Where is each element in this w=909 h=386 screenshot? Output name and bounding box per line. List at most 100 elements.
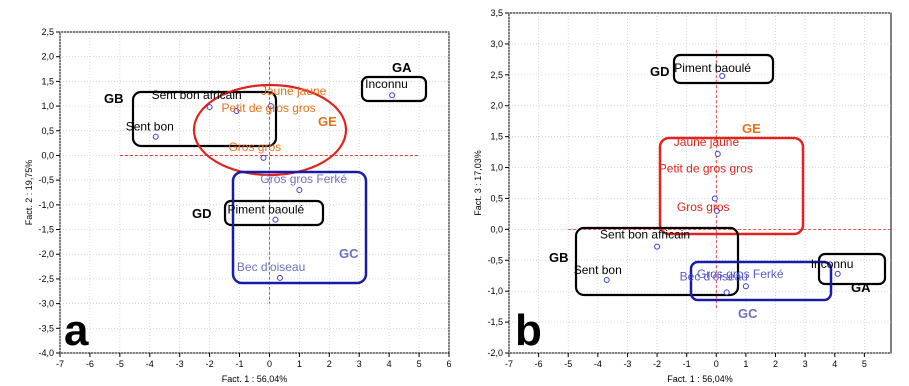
x-axis-label: Fact. 1 : 56,04% bbox=[222, 374, 288, 384]
panel-letter: a bbox=[64, 306, 89, 355]
data-point bbox=[233, 108, 240, 115]
point-label: Gros gros Ferké bbox=[697, 267, 784, 281]
y-tick-label: -1,5 bbox=[487, 317, 503, 327]
panel-letter: b bbox=[515, 306, 542, 355]
y-tick-label: 3,5 bbox=[490, 8, 503, 18]
group-label-ge: GE bbox=[318, 114, 337, 129]
y-tick-label: 2,0 bbox=[41, 52, 54, 62]
y-tick-label: 3,0 bbox=[490, 39, 503, 49]
y-tick-label: -2,0 bbox=[38, 249, 54, 259]
grid bbox=[508, 12, 891, 354]
x-tick-label: -4 bbox=[594, 359, 602, 369]
data-point bbox=[723, 289, 730, 296]
data-point bbox=[714, 150, 721, 157]
y-tick-label: 1,0 bbox=[41, 101, 54, 111]
group-outline-ga bbox=[360, 75, 428, 103]
point-label: Sent bon africain bbox=[152, 88, 242, 102]
x-tick-label: -6 bbox=[86, 359, 94, 369]
y-tick-label: 2,0 bbox=[490, 101, 503, 111]
y-tick-label: -3,0 bbox=[38, 299, 54, 309]
point-label: Inconnu bbox=[365, 77, 408, 91]
group-outline-ga bbox=[817, 252, 887, 286]
x-tick-label: 0 bbox=[267, 359, 272, 369]
x-tick-label: 2 bbox=[327, 359, 332, 369]
y-tick-label: 2,5 bbox=[41, 27, 54, 37]
y-tick-label: -4,0 bbox=[38, 348, 54, 358]
group-label-ge: GE bbox=[742, 121, 761, 136]
data-point bbox=[389, 92, 396, 99]
point-label: Bec d'oiseau bbox=[680, 269, 748, 283]
x-tick-label: -5 bbox=[116, 359, 124, 369]
x-tick-label: -1 bbox=[236, 359, 244, 369]
x-tick-label: -5 bbox=[564, 359, 572, 369]
group-label-gc: GC bbox=[339, 246, 359, 261]
y-tick-label: 0,5 bbox=[490, 193, 503, 203]
point-label: Sent bon africain bbox=[600, 228, 690, 242]
x-tick-label: 0 bbox=[714, 359, 719, 369]
data-point bbox=[719, 73, 726, 80]
y-tick-label: -0,5 bbox=[38, 175, 54, 185]
x-tick-label: -2 bbox=[206, 359, 214, 369]
y-tick-label: 1,0 bbox=[490, 163, 503, 173]
data-point bbox=[742, 283, 749, 290]
group-label-gb: GB bbox=[104, 91, 124, 106]
group-label-gd: GD bbox=[192, 206, 212, 221]
y-tick-label: -1,5 bbox=[38, 225, 54, 235]
group-outline-ge bbox=[658, 136, 805, 236]
x-tick-label: 3 bbox=[803, 359, 808, 369]
x-tick-label: -2 bbox=[653, 359, 661, 369]
x-tick-label: 5 bbox=[417, 359, 422, 369]
x-axis-label: Fact. 1 : 56,04% bbox=[667, 374, 733, 384]
x-tick-label: -6 bbox=[535, 359, 543, 369]
group-outline-gb bbox=[131, 90, 278, 148]
data-point bbox=[206, 104, 213, 111]
x-tick-label: -3 bbox=[176, 359, 184, 369]
point-label: Sent bon bbox=[574, 263, 622, 277]
data-point bbox=[711, 195, 718, 202]
x-tick-label: 2 bbox=[773, 359, 778, 369]
data-point bbox=[834, 270, 841, 277]
data-point bbox=[713, 207, 720, 214]
group-label-gb: GB bbox=[549, 250, 569, 265]
x-tick-label: -1 bbox=[683, 359, 691, 369]
x-tick-label: 3 bbox=[357, 359, 362, 369]
chart-b: -7 -6 -5 -4 -3 -2 -1 0 1 2 3 4 5 -2,0 -1,5 -1,0 -0,5 0,0 0… bbox=[473, 8, 892, 384]
group-label-ga: GA bbox=[851, 280, 871, 295]
data-point bbox=[267, 103, 274, 110]
point-label: Petit de gros gros bbox=[659, 161, 753, 175]
y-tick-label: 0,5 bbox=[41, 126, 54, 136]
group-outline-gd bbox=[672, 53, 775, 85]
data-point bbox=[276, 274, 283, 281]
x-tick-label: -7 bbox=[505, 359, 513, 369]
x-tick-label: 4 bbox=[832, 359, 837, 369]
point-label: Piment baoulé bbox=[674, 61, 751, 75]
y-tick-label: 0,0 bbox=[490, 224, 503, 234]
group-outline-ge bbox=[192, 83, 348, 177]
grid bbox=[59, 31, 450, 354]
chart-a: -7 -6 -5 -4 -3 -2 -1 0 1 2 3 4 5 6 -4,0 -3,5 -3,0 -2,5 -2,… bbox=[24, 27, 452, 384]
point-label: Gros gros bbox=[228, 140, 281, 154]
data-point bbox=[272, 216, 279, 223]
point-label: Gros gros bbox=[677, 200, 730, 214]
group-label-ga: GA bbox=[392, 60, 412, 75]
x-tick-label: 5 bbox=[862, 359, 867, 369]
x-tick-label: -7 bbox=[56, 359, 64, 369]
y-axis-label: Fact. 3 : 17,03% bbox=[473, 150, 483, 216]
x-tick-label: 1 bbox=[297, 359, 302, 369]
data-point bbox=[152, 133, 159, 140]
y-tick-label: 2,5 bbox=[490, 70, 503, 80]
point-label: Jaune jaune bbox=[261, 84, 327, 98]
point-label: Petit de gros gros bbox=[222, 101, 316, 115]
point-label: Inconnu bbox=[811, 257, 854, 271]
x-tick-label: 4 bbox=[387, 359, 392, 369]
x-tick-label: 1 bbox=[743, 359, 748, 369]
point-label: Piment baoulé bbox=[227, 203, 304, 217]
point-label: Jaune jaune bbox=[674, 135, 740, 149]
group-label-gd: GD bbox=[650, 64, 670, 79]
data-point bbox=[654, 243, 661, 250]
group-outline-gd bbox=[223, 199, 325, 227]
y-tick-label: -3,5 bbox=[38, 323, 54, 333]
x-tick-label: -3 bbox=[623, 359, 631, 369]
y-tick-label: 0,0 bbox=[41, 150, 54, 160]
point-label: Bec d'oiseau bbox=[237, 260, 305, 274]
